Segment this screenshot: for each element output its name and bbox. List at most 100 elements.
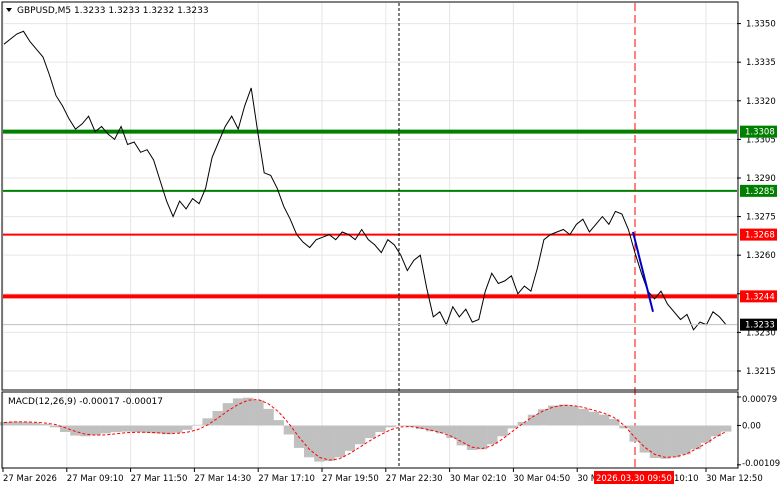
macd-histogram-bar [202, 418, 213, 426]
x-tick-label: 27 Mar 17:10 [258, 474, 315, 484]
macd-histogram-bar [273, 420, 284, 426]
macd-histogram-bar [182, 425, 193, 430]
macd-histogram-bar [426, 425, 437, 432]
macd-histogram-bar [558, 404, 569, 426]
x-tick-label: 30 Mar 04:50 [513, 474, 570, 484]
macd-histogram-bar [476, 425, 488, 450]
macd-histogram-bar [60, 425, 71, 432]
macd-histogram-bar [619, 425, 630, 429]
x-tick-label: 30 Mar 12:50 [706, 474, 763, 484]
x-tick-label: 27 Mar 14:30 [194, 474, 251, 484]
macd-axis: 0.00079 0.00 -0.00109 [737, 395, 780, 469]
macd-histogram-bar [446, 425, 457, 439]
macd-histogram-bar [578, 408, 589, 426]
macd-signal-line [3, 398, 727, 461]
price-axis[interactable]: 1.3350 1.3335 1.3320 1.3305 1.3290 1.3275 1.32… [737, 20, 777, 377]
macd-histogram-bar [29, 422, 40, 426]
chart-title: GBPUSD,M5 1.3233 1.3233 1.3232 1.3233 [17, 6, 209, 16]
level-label-bg [740, 228, 777, 241]
macd-histogram-bar [334, 425, 345, 458]
macd-histogram-bar [375, 425, 386, 432]
level-label: 1.3285 [745, 187, 775, 197]
macd-histogram-bar [629, 425, 640, 442]
panel-frames [1, 1, 739, 469]
macd-panel-border [1, 391, 739, 469]
x-tick-label: 27 Mar 19:50 [322, 474, 379, 484]
macd-histogram-bar [212, 411, 223, 426]
macd-histogram-bar [710, 425, 722, 437]
x-tick-label: 30 M [577, 474, 598, 484]
macd-histogram-bar [527, 414, 539, 426]
level-label-bg [740, 184, 777, 197]
macd-histogram-bar [487, 425, 498, 445]
macd-histogram-bar [497, 425, 508, 437]
macd-histogram-bar [151, 425, 162, 434]
macd-histogram-bar [171, 425, 183, 433]
macd-histogram-bar [314, 425, 325, 462]
y-tick-label: 1.3350 [746, 20, 776, 30]
macd-histogram-bar [161, 425, 173, 435]
level-label: 1.3268 [745, 231, 775, 241]
chart-header: GBPUSD,M5 1.3233 1.3233 1.3232 1.3233 [6, 6, 209, 16]
level-label-bg [740, 290, 777, 303]
macd-histogram-bar [599, 414, 610, 426]
macd-histogram-bar [649, 425, 661, 458]
projection-line [632, 231, 654, 313]
x-tick-label: 27 Mar 22:30 [386, 474, 443, 484]
x-cursor-label-bg [594, 471, 674, 484]
macd-histogram-bar [9, 421, 20, 426]
x-tick-label: 27 Mar 09:10 [67, 474, 124, 484]
macd-histogram-bar [110, 425, 122, 432]
macd-histogram-bar [507, 425, 518, 429]
horizontal-levels [3, 129, 737, 299]
macd-histogram-bar [49, 425, 61, 428]
macd-histogram-bar [690, 425, 701, 450]
dropdown-triangle-icon[interactable] [6, 8, 12, 12]
time-axis[interactable]: 27 Mar 2026 27 Mar 09:10 27 Mar 11:50 27 Ma… [2, 468, 763, 484]
macd-histogram-bar [80, 425, 91, 437]
macd-histogram-bar [121, 425, 132, 432]
macd-histogram-bar [90, 425, 101, 436]
macd-histogram-bar [39, 424, 51, 426]
y-tick-label: 1.3320 [746, 97, 776, 107]
macd-histogram-bar [365, 425, 376, 439]
macd-histogram-bar [537, 409, 549, 426]
macd-histogram-bar [517, 421, 528, 426]
price-series-line [3, 30, 727, 331]
y-tick-label: 1.3305 [746, 135, 776, 145]
current-price-label: 1.3233 [745, 321, 775, 331]
macd-histogram-bar [660, 425, 671, 459]
macd-histogram-bar [141, 425, 152, 433]
macd-histogram-bar [232, 398, 244, 426]
macd-histogram-bar [721, 425, 732, 432]
macd-histogram-bar [222, 403, 234, 426]
macd-histogram-bar [568, 406, 579, 426]
macd-histogram-bar [700, 425, 711, 443]
x-tick-label: 2026.03.30 09:50 [596, 474, 672, 484]
macd-y-tick-label: 0.00079 [742, 395, 777, 405]
macd-histogram-bar [548, 405, 559, 426]
macd-histogram-bar [304, 425, 315, 458]
y-tick-label: 1.3335 [746, 58, 776, 68]
macd-histogram-bar [385, 425, 396, 428]
x-tick-label: 27 Mar 2026 [3, 474, 57, 484]
macd-histogram-bar [263, 408, 274, 426]
macd-histogram-bar [131, 425, 142, 432]
y-tick-label: 1.3275 [746, 213, 776, 223]
macd-histogram-bar [19, 421, 30, 426]
macd-histogram-bar [354, 425, 366, 445]
level-label: 1.3244 [745, 292, 775, 302]
macd-histogram-bar [680, 425, 691, 455]
macd-histogram-bar [466, 425, 478, 450]
level-label: 1.3308 [745, 128, 775, 138]
price-panel [3, 30, 737, 331]
macd-y-tick-label: 0.00 [742, 421, 761, 431]
macd-histogram-bar [639, 425, 650, 453]
macd-histogram-bar [415, 425, 427, 430]
macd-histogram-bar [192, 424, 203, 426]
macd-histogram-bar [0, 421, 10, 426]
current-price-label-bg [740, 318, 777, 331]
level-label-bg [740, 125, 777, 138]
